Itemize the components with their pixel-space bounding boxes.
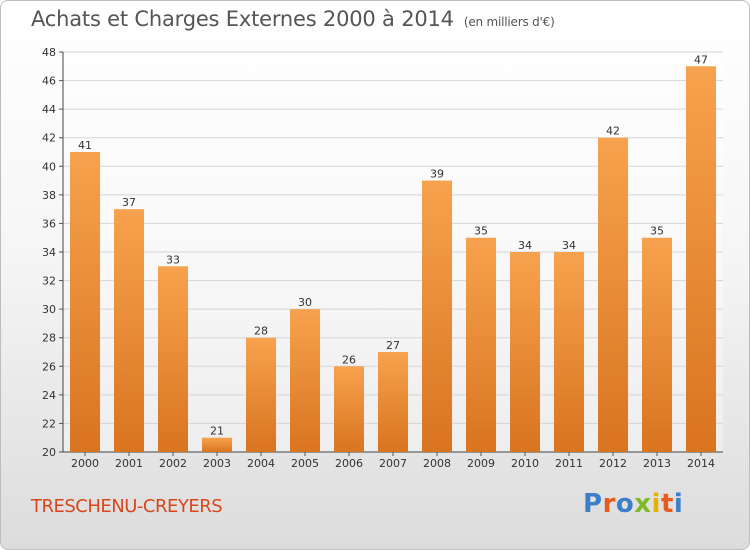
- logo-letter: t: [660, 489, 674, 519]
- bar: [554, 252, 584, 452]
- y-tick-label: 38: [42, 189, 56, 202]
- bar: [378, 352, 408, 452]
- bar: [466, 237, 496, 452]
- x-tick-label: 2008: [423, 457, 451, 470]
- logo-letter: i: [651, 489, 661, 519]
- x-tick-label: 2009: [467, 457, 495, 470]
- data-label: 35: [474, 225, 488, 238]
- x-tick-label: 2013: [643, 457, 671, 470]
- y-tick-label: 28: [42, 332, 56, 345]
- y-tick-label: 34: [42, 246, 56, 259]
- y-tick-label: 32: [42, 275, 56, 288]
- x-tick-label: 2006: [335, 457, 363, 470]
- data-label: 33: [166, 253, 180, 266]
- y-tick-label: 40: [42, 160, 56, 173]
- proxiti-logo[interactable]: Proxiti: [583, 489, 683, 519]
- data-label: 47: [694, 53, 708, 66]
- data-label: 28: [254, 325, 268, 338]
- x-tick-label: 2004: [247, 457, 275, 470]
- bar: [246, 337, 276, 452]
- data-label: 39: [430, 168, 444, 181]
- x-tick-label: 2000: [71, 457, 99, 470]
- data-label: 21: [210, 425, 224, 438]
- logo-letter: r: [602, 489, 616, 519]
- data-label: 30: [298, 296, 312, 309]
- data-label: 27: [386, 339, 400, 352]
- logo-letter: P: [583, 489, 603, 519]
- x-tick-label: 2003: [203, 457, 231, 470]
- logo-letter: i: [673, 489, 684, 519]
- bar: [686, 66, 716, 453]
- y-tick-label: 30: [42, 303, 56, 316]
- bar: [598, 137, 628, 452]
- chart-title: Achats et Charges Externes 2000 à 2014 (e…: [31, 7, 555, 31]
- chart-subtitle: (en milliers d'€): [463, 15, 555, 29]
- y-tick-label: 42: [42, 132, 56, 145]
- bar: [510, 252, 540, 452]
- data-label: 35: [650, 225, 664, 238]
- y-tick-label: 48: [42, 46, 56, 59]
- y-tick-label: 46: [42, 75, 56, 88]
- data-label: 37: [122, 196, 136, 209]
- bar: [70, 152, 100, 452]
- y-tick-label: 36: [42, 217, 56, 230]
- bar: [334, 366, 364, 452]
- y-tick-label: 20: [42, 446, 56, 459]
- title-text: Achats et Charges Externes 2000 à 2014: [31, 7, 454, 31]
- data-label: 41: [78, 139, 92, 152]
- x-tick-label: 2014: [687, 457, 715, 470]
- bar: [158, 266, 188, 452]
- data-label: 34: [518, 239, 532, 252]
- bar: [114, 209, 144, 452]
- data-label: 34: [562, 239, 576, 252]
- x-tick-label: 2011: [555, 457, 583, 470]
- x-tick-label: 2012: [599, 457, 627, 470]
- x-tick-label: 2005: [291, 457, 319, 470]
- y-tick-label: 26: [42, 360, 56, 373]
- bar: [290, 309, 320, 452]
- logo-letter: o: [615, 489, 635, 519]
- bar: [422, 180, 452, 453]
- y-tick-label: 22: [42, 417, 56, 430]
- x-tick-label: 2007: [379, 457, 407, 470]
- bar: [202, 437, 232, 452]
- x-tick-label: 2001: [115, 457, 143, 470]
- place-name: TRESCHENU-CREYERS: [31, 496, 223, 517]
- x-tick-label: 2010: [511, 457, 539, 470]
- y-tick-label: 24: [42, 389, 56, 402]
- data-label: 26: [342, 353, 356, 366]
- bar: [642, 237, 672, 452]
- logo-letter: x: [634, 489, 652, 519]
- data-label: 42: [606, 125, 620, 138]
- y-tick-label: 44: [42, 103, 56, 116]
- x-tick-label: 2002: [159, 457, 187, 470]
